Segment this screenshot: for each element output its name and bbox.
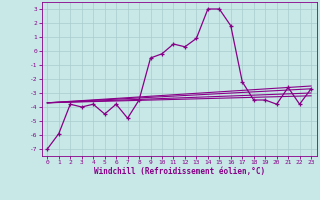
X-axis label: Windchill (Refroidissement éolien,°C): Windchill (Refroidissement éolien,°C): [94, 167, 265, 176]
